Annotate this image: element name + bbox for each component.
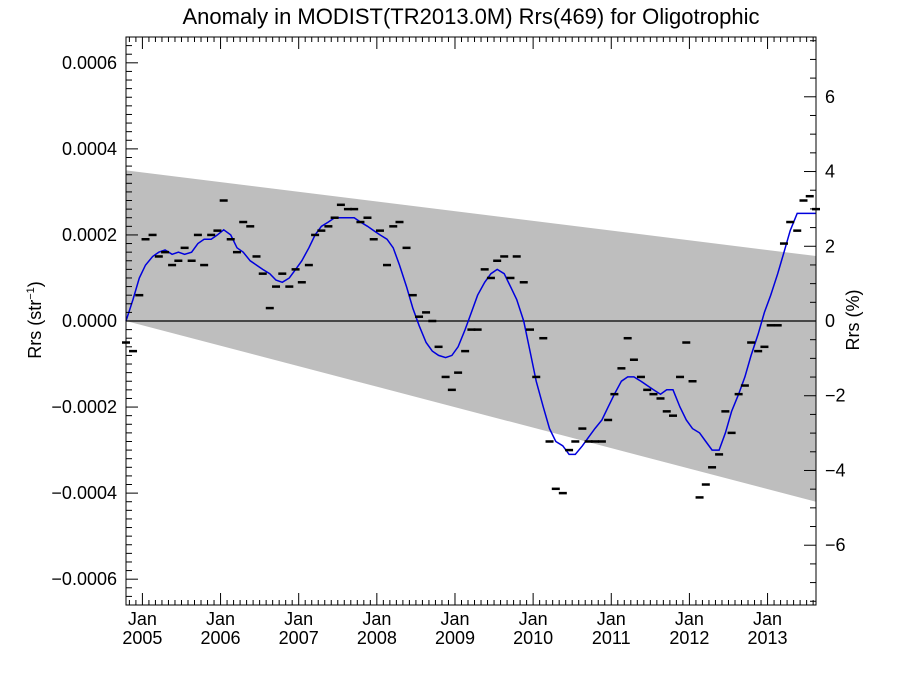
x-tick-label-month: Jan (128, 609, 157, 629)
chart-title: Anomaly in MODIST(TR2013.0M) Rrs(469) fo… (182, 4, 759, 29)
x-tick-label-year: 2011 (592, 628, 631, 648)
y-right-tick-label: 4 (825, 162, 835, 182)
y-right-tick-label: −6 (825, 535, 846, 555)
y-left-tick-label: −0.0006 (51, 569, 117, 589)
y-left-tick-label: −0.0004 (51, 483, 117, 503)
y-axis-left-label-sup: −1 (25, 287, 37, 300)
x-tick-label-year: 2008 (357, 628, 397, 648)
x-tick-label-year: 2007 (279, 628, 319, 648)
y-right-tick-label: 6 (825, 87, 835, 107)
x-tick-label-month: Jan (675, 609, 704, 629)
plot-area (122, 36, 820, 606)
y-axis-left-label-main: Rrs (str (25, 300, 45, 359)
x-tick-label-month: Jan (206, 609, 235, 629)
axis-ticks: 0.0006 0.0004 0.0002 0.0000 −0.0002 −0.0004 −0… (51, 37, 846, 648)
y-left-tick-label: 0.0004 (62, 139, 117, 159)
y-right-tick-label: 2 (825, 236, 835, 256)
y-left-tick-label: −0.0002 (51, 397, 117, 417)
y-right-tick-label: −4 (825, 460, 846, 480)
y-right-tick-label: −2 (825, 386, 846, 406)
x-tick-label-year: 2013 (748, 628, 788, 648)
x-tick-label-year: 2012 (669, 628, 709, 648)
x-tick-label-year: 2005 (122, 628, 162, 648)
x-tick-label-year: 2009 (435, 628, 475, 648)
y-axis-left-label-tail: ) (25, 281, 45, 287)
x-tick-label-month: Jan (519, 609, 548, 629)
x-tick-label-month: Jan (440, 609, 469, 629)
y-left-tick-label: 0.0006 (62, 53, 117, 73)
y-left-tick-label: 0.0002 (62, 225, 117, 245)
x-tick-label-month: Jan (597, 609, 626, 629)
uncertainty-band (126, 170, 816, 502)
y-axis-left-label: Rrs (str−1) (25, 281, 45, 359)
x-tick-label-month: Jan (362, 609, 391, 629)
x-tick-label-year: 2010 (513, 628, 553, 648)
smoothed-anomaly-line (125, 212, 816, 456)
x-tick-label-month: Jan (753, 609, 782, 629)
y-axis-right-label: Rrs (%) (843, 290, 863, 351)
y-right-tick-label: 0 (825, 311, 835, 331)
x-tick-label-month: Jan (284, 609, 313, 629)
x-tick-label-year: 2006 (201, 628, 241, 648)
y-left-tick-label: 0.0000 (62, 311, 117, 331)
